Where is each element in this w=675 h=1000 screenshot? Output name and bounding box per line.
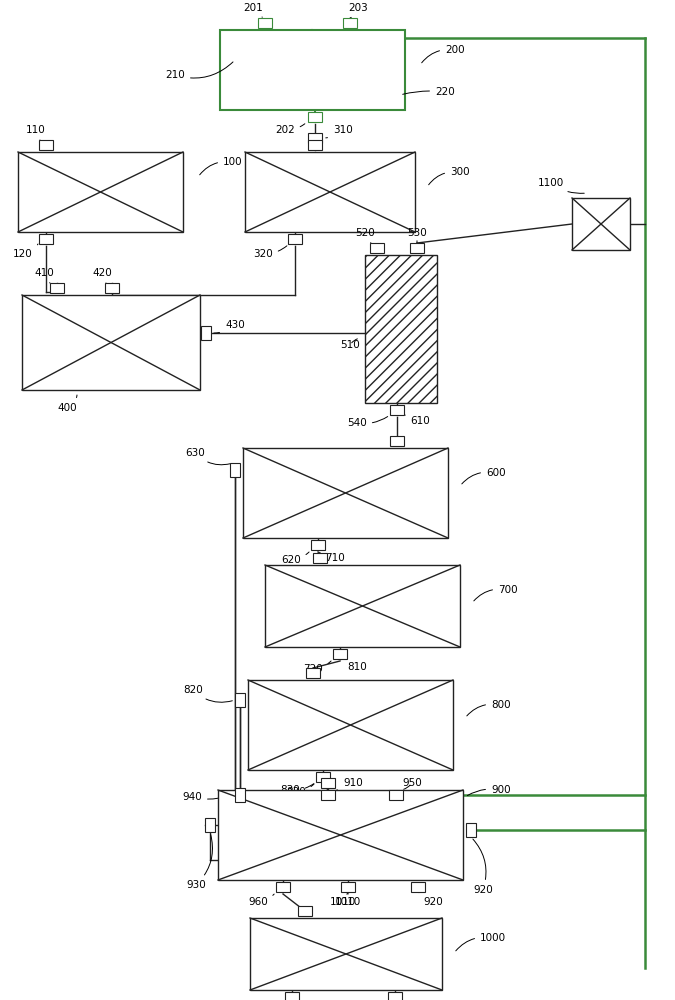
Bar	[316, 772, 330, 782]
Bar	[306, 668, 320, 678]
Bar	[308, 112, 322, 122]
Bar	[201, 326, 211, 340]
Bar	[410, 243, 424, 253]
Text: 1100: 1100	[538, 178, 585, 193]
Bar	[220, 30, 405, 110]
Bar	[572, 198, 630, 250]
Bar	[390, 405, 404, 415]
Text: 520: 520	[355, 228, 375, 243]
Bar	[311, 540, 325, 550]
Bar	[298, 906, 312, 916]
Text: 1020: 1020	[0, 999, 1, 1000]
Text: 810: 810	[347, 659, 367, 672]
Bar	[389, 790, 403, 800]
Text: 100: 100	[200, 157, 242, 175]
Bar	[50, 283, 64, 293]
Text: 700: 700	[474, 585, 518, 601]
Text: 201: 201	[243, 3, 263, 17]
Bar	[39, 140, 53, 150]
Text: 610: 610	[405, 415, 430, 426]
Bar	[265, 565, 460, 647]
Text: 930: 930	[186, 835, 213, 890]
Bar	[276, 882, 290, 892]
Text: 600: 600	[462, 468, 506, 484]
Text: 1030: 1030	[0, 999, 1, 1000]
Text: 310: 310	[326, 125, 353, 138]
Text: 910: 910	[337, 778, 362, 790]
Text: 1010: 1010	[330, 892, 356, 907]
Text: 950: 950	[402, 778, 422, 789]
Bar	[205, 818, 215, 832]
Bar	[370, 243, 384, 253]
Text: 200: 200	[422, 45, 464, 63]
Text: 800: 800	[467, 700, 510, 716]
Text: 940: 940	[182, 792, 230, 802]
Bar	[258, 18, 272, 28]
Bar	[343, 18, 357, 28]
Text: 202: 202	[275, 124, 305, 135]
Bar	[250, 918, 442, 990]
Text: 210: 210	[165, 62, 233, 80]
Bar	[39, 234, 53, 244]
Bar	[18, 152, 183, 232]
Bar	[22, 295, 200, 390]
Text: 203: 203	[348, 3, 368, 18]
Text: 320: 320	[253, 246, 287, 259]
Text: 510: 510	[340, 339, 360, 350]
Text: 430: 430	[214, 320, 245, 333]
Text: 400: 400	[57, 395, 77, 413]
Bar	[390, 436, 404, 446]
Text: 420: 420	[92, 268, 112, 283]
Bar	[285, 992, 299, 1000]
Text: 1000: 1000	[456, 933, 506, 951]
Text: 1010: 1010	[335, 892, 361, 907]
Bar	[411, 882, 425, 892]
Bar	[105, 283, 119, 293]
Bar	[321, 790, 335, 800]
Text: 820: 820	[183, 685, 232, 702]
Bar	[341, 882, 355, 892]
Text: 300: 300	[429, 167, 470, 185]
Bar	[388, 992, 402, 1000]
Text: 710: 710	[325, 550, 345, 563]
Text: 120: 120	[13, 244, 38, 259]
Bar	[243, 448, 448, 538]
Text: 900: 900	[467, 785, 510, 796]
Bar	[321, 778, 335, 788]
Bar	[248, 680, 453, 770]
Bar	[235, 788, 245, 802]
Text: 620: 620	[281, 552, 309, 565]
Bar	[308, 133, 322, 143]
Bar	[308, 140, 322, 150]
Bar	[313, 553, 327, 563]
Text: 530: 530	[407, 228, 427, 243]
Bar	[365, 255, 437, 403]
Bar	[466, 823, 476, 837]
Bar	[288, 234, 302, 244]
Text: 110: 110	[26, 125, 46, 140]
Bar	[218, 790, 463, 880]
Text: 830: 830	[280, 784, 314, 795]
Text: 630: 630	[185, 448, 230, 465]
Bar	[333, 649, 347, 659]
Text: 410: 410	[34, 268, 54, 283]
Bar	[235, 693, 245, 707]
Text: 540: 540	[347, 417, 387, 428]
Text: 920: 920	[418, 892, 443, 907]
Text: 220: 220	[403, 87, 455, 97]
Bar	[245, 152, 415, 232]
Text: 720: 720	[303, 661, 331, 674]
Text: 830: 830	[286, 784, 314, 797]
Text: 960: 960	[248, 894, 274, 907]
Bar	[230, 463, 240, 477]
Text: 920: 920	[473, 839, 493, 895]
